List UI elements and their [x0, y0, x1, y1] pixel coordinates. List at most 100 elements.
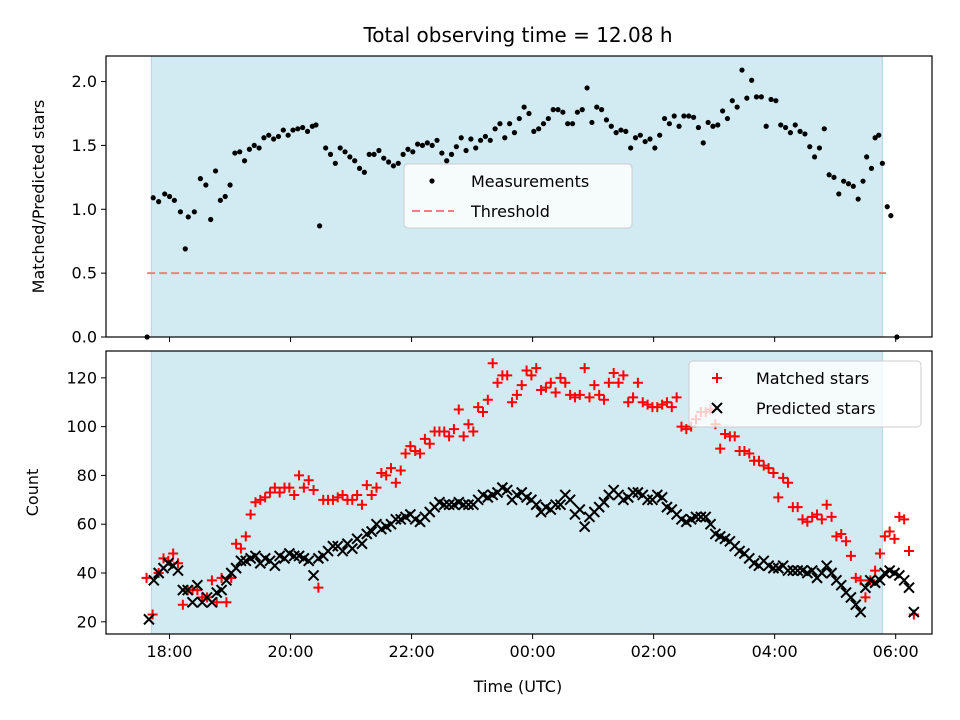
data-point	[536, 126, 542, 132]
data-point	[584, 392, 595, 403]
data-point	[744, 95, 750, 101]
x-tick-label: 22:00	[389, 642, 435, 661]
data-point	[463, 419, 474, 430]
data-point	[555, 372, 566, 383]
data-point	[579, 107, 585, 113]
data-point	[661, 115, 668, 122]
data-point	[361, 480, 372, 491]
data-point	[763, 123, 769, 129]
data-point	[424, 140, 430, 146]
data-point	[269, 559, 281, 572]
data-point	[390, 477, 401, 488]
data-point	[260, 492, 271, 503]
data-point	[185, 214, 191, 220]
data-point	[156, 199, 162, 205]
data-point	[628, 145, 634, 151]
data-point	[366, 151, 372, 157]
data-point	[666, 402, 677, 413]
data-point	[444, 431, 455, 442]
axes-frame	[105, 350, 933, 635]
y-tick-label: 1.5	[72, 136, 97, 155]
data-point	[502, 370, 513, 381]
data-point	[434, 137, 440, 143]
data-point	[642, 138, 648, 145]
data-point	[574, 503, 586, 516]
data-point	[657, 132, 663, 138]
data-point	[143, 613, 155, 626]
data-point	[560, 377, 571, 388]
data-point	[686, 113, 692, 119]
data-point	[182, 246, 188, 252]
x-tick-label: 00:00	[510, 642, 556, 661]
data-point	[753, 455, 764, 466]
data-point	[221, 597, 232, 608]
data-point	[628, 392, 639, 403]
data-point	[381, 155, 387, 161]
data-point	[419, 142, 426, 149]
data-point	[212, 168, 219, 174]
data-point	[565, 121, 571, 127]
data-point	[836, 528, 847, 539]
data-point	[671, 113, 677, 119]
data-point	[249, 550, 262, 562]
data-point	[356, 499, 367, 510]
data-point	[289, 489, 300, 500]
x-axis-label: Time (UTC)	[473, 677, 562, 696]
data-point	[458, 431, 469, 442]
data-point	[647, 136, 653, 142]
data-point	[618, 370, 629, 381]
legend-marker	[712, 373, 722, 383]
legend-marker	[429, 178, 435, 184]
data-point	[395, 465, 406, 476]
data-point	[526, 370, 537, 381]
data-point	[603, 117, 610, 123]
data-point	[821, 499, 832, 510]
data-point	[545, 377, 556, 388]
data-point	[812, 509, 823, 520]
data-point	[457, 498, 470, 511]
y-tick-label: 20	[77, 612, 97, 631]
data-point	[245, 509, 256, 520]
y-tick-label: 40	[77, 564, 97, 583]
data-point	[773, 98, 779, 104]
data-point	[623, 128, 629, 134]
data-point	[166, 193, 173, 200]
data-point	[235, 555, 247, 567]
data-point	[307, 569, 320, 582]
data-point	[365, 525, 378, 538]
data-point	[787, 130, 794, 136]
data-point	[666, 121, 672, 127]
data-point	[864, 154, 870, 160]
data-point	[589, 380, 600, 391]
data-point	[274, 487, 285, 498]
legend-label: Matched stars	[756, 369, 869, 388]
data-point	[899, 514, 910, 525]
data-point	[841, 536, 852, 547]
data-point	[884, 526, 895, 537]
data-point	[308, 485, 319, 496]
data-point	[836, 191, 842, 197]
data-point	[439, 150, 445, 156]
data-point	[241, 158, 248, 164]
data-point	[526, 110, 532, 117]
data-point	[191, 579, 204, 591]
data-point	[608, 123, 614, 129]
data-point	[641, 494, 654, 506]
data-point	[705, 119, 711, 126]
data-point	[492, 126, 498, 132]
data-point	[825, 567, 838, 579]
data-point	[424, 438, 435, 449]
data-point	[516, 380, 527, 391]
data-point	[439, 426, 450, 437]
chart-title: Total observing time = 12.08 h	[362, 23, 672, 47]
data-point	[729, 98, 735, 104]
data-point	[699, 511, 712, 523]
axes-frame	[105, 55, 933, 338]
data-point	[473, 402, 484, 413]
data-point	[502, 135, 508, 141]
data-point	[215, 584, 228, 596]
data-point	[652, 145, 658, 151]
data-point	[235, 543, 246, 554]
data-point	[206, 575, 217, 586]
